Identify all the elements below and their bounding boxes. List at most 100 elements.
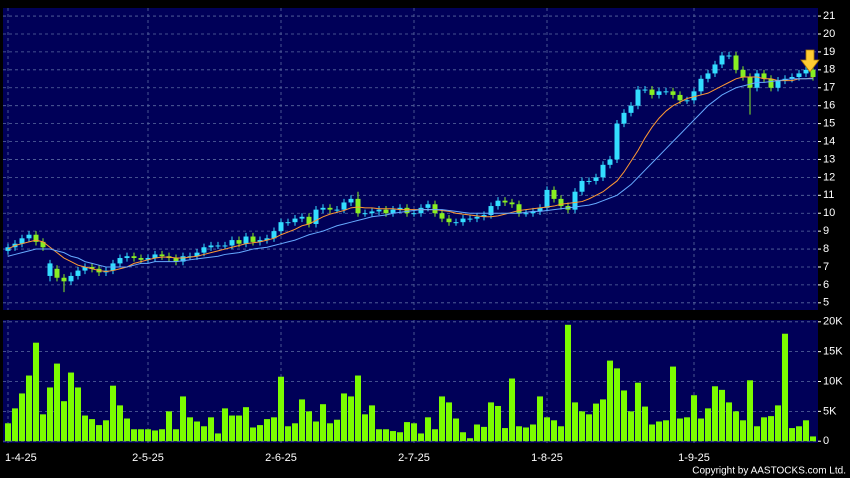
x-tick-label: 1-8-25 [531, 452, 563, 464]
volume-bar [110, 385, 116, 442]
candle-body [362, 213, 368, 215]
y-tick-label: 0 [823, 435, 829, 447]
copyright: Copyright by AASTOCKS.com Ltd. [692, 466, 846, 477]
volume-bar [173, 429, 179, 442]
candle-body [89, 266, 95, 269]
volume-bar [82, 415, 88, 442]
volume-bar [166, 411, 172, 442]
candle-body [803, 69, 809, 74]
candle-body [376, 209, 382, 212]
volume-bar [600, 399, 606, 442]
candle-body [264, 238, 270, 241]
volume-bar [460, 432, 466, 442]
candle-body [194, 252, 200, 257]
volume-bar [530, 424, 536, 442]
candle-body [719, 55, 725, 65]
volume-bar [411, 423, 417, 442]
x-tick-label: 1-9-25 [678, 452, 710, 464]
volume-bar [61, 401, 67, 442]
volume-bar [803, 420, 809, 442]
y-tick-label: 10K [823, 375, 843, 387]
candle-body [33, 234, 39, 242]
candle-body [411, 213, 417, 215]
candle-body [516, 204, 522, 214]
volume-bar [614, 368, 620, 442]
volume-bar [649, 424, 655, 442]
volume-bar [593, 403, 599, 442]
volume-bar [75, 387, 81, 442]
candle-body [404, 207, 410, 214]
volume-bar [355, 375, 361, 442]
volume-bar [579, 411, 585, 442]
volume-bar [635, 382, 641, 442]
volume-bar [264, 419, 270, 442]
volume-bar [208, 417, 214, 442]
volume-bar [40, 414, 46, 442]
volume-bar [628, 411, 634, 442]
y-tick-label: 20 [823, 28, 835, 40]
volume-bar [68, 372, 74, 442]
candle-body [446, 218, 452, 223]
volume-bar [33, 342, 39, 442]
volume-bar [677, 418, 683, 442]
y-tick-label: 18 [823, 64, 835, 76]
volume-bar [278, 376, 284, 442]
candle-body [607, 159, 613, 165]
volume-bar [201, 426, 207, 442]
y-tick-label: 15 [823, 118, 835, 130]
moving-average-line [7, 78, 813, 268]
volume-bar [572, 402, 578, 442]
volume-bar [299, 399, 305, 442]
candle-body [467, 218, 473, 220]
volume-bar [5, 423, 11, 442]
candle-body [61, 277, 67, 282]
candle-body [488, 206, 494, 216]
candle-body [439, 213, 445, 219]
volume-bar [222, 408, 228, 442]
volume-bar [642, 406, 648, 442]
candle-body [425, 204, 431, 208]
volume-bar [670, 366, 676, 442]
volume-bar [138, 429, 144, 442]
candle-body [761, 73, 767, 79]
candle-body [222, 245, 228, 247]
candle-body [810, 69, 816, 78]
volume-bar [19, 393, 25, 442]
volume-bar [733, 411, 739, 442]
candle-body [677, 94, 683, 101]
volume-bar [439, 396, 445, 442]
y-tick-label: 9 [823, 225, 829, 237]
x-tick-label: 2-7-25 [398, 452, 430, 464]
candle-body [173, 258, 179, 262]
candle-body [691, 91, 697, 101]
candle-body [754, 73, 760, 88]
candle-body [684, 100, 690, 102]
candle-body [397, 207, 403, 210]
candle-body [285, 222, 291, 224]
volume-bar [12, 408, 18, 442]
volume-bar [47, 387, 53, 442]
candle-body [537, 207, 543, 212]
candle-body [418, 207, 424, 214]
candle-body [614, 123, 620, 160]
candle-body [740, 69, 746, 78]
candle-body [663, 91, 669, 93]
y-tick-label: 7 [823, 261, 829, 273]
candle-body [390, 209, 396, 214]
y-tick-label: 16 [823, 100, 835, 112]
volume-bar [327, 423, 333, 442]
volume-bar [313, 421, 319, 442]
volume-bar [474, 424, 480, 442]
candle-body [215, 245, 221, 247]
candle-body [68, 275, 74, 282]
volume-bar [810, 436, 816, 442]
candle-body [551, 189, 557, 199]
volume-bar [187, 417, 193, 442]
volume-bar [663, 420, 669, 442]
x-tick-label: 2-5-25 [132, 452, 164, 464]
candle-body [369, 211, 375, 214]
candle-body [257, 240, 263, 242]
y-tick-label: 12 [823, 171, 835, 183]
volume-bar [754, 426, 760, 442]
candle-body [495, 200, 501, 207]
